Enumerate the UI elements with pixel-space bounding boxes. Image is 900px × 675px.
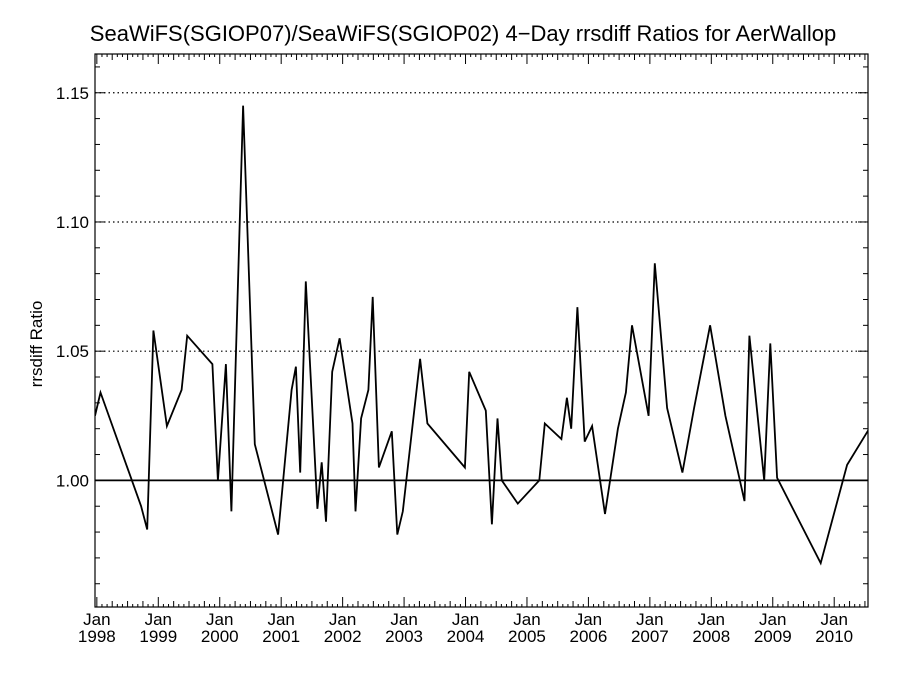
x-tick-year: 2006 [570,627,608,646]
x-tick-year: 2003 [385,627,423,646]
x-tick-year: 1998 [78,627,116,646]
y-tick-label: 1.05 [56,342,89,361]
series-line [95,105,868,566]
x-tick-month: Jan [267,610,294,629]
x-tick-month: Jan [145,610,172,629]
x-tick-year: 2000 [201,627,239,646]
x-tick-month: Jan [820,610,847,629]
series-layer [95,105,868,566]
x-tick-year: 2009 [754,627,792,646]
plot-border [94,53,869,608]
x-tick-year: 2004 [447,627,485,646]
x-tick-year: 2010 [815,627,853,646]
x-tick-year: 2002 [324,627,362,646]
x-tick-month: Jan [83,610,110,629]
x-tick-year: 2007 [631,627,669,646]
x-tick-month: Jan [698,610,725,629]
x-tick-month: Jan [206,610,233,629]
x-tick-month: Jan [759,610,786,629]
x-tick-month: Jan [636,610,663,629]
x-tick-year: 2008 [692,627,730,646]
x-tick-year: 1999 [139,627,177,646]
y-ticks: 1.15 1.10 1.05 1.00 [56,66,868,585]
y-tick-label: 1.10 [56,213,89,232]
x-tick-year: 2005 [508,627,546,646]
plot-frame [94,53,869,608]
x-tick-month: Jan [575,610,602,629]
chart-title: SeaWiFS(SGIOP07)/SeaWiFS(SGIOP02) 4−Day … [90,21,836,46]
y-tick-label: 1.15 [56,84,89,103]
x-tick-month: Jan [329,610,356,629]
x-tick-month: Jan [513,610,540,629]
y-tick-label: 1.00 [56,471,89,490]
x-ticks: Jan1998Jan1999Jan2000Jan2001Jan2002Jan20… [78,54,866,646]
x-tick-month: Jan [452,610,479,629]
gridlines [95,92,868,352]
x-tick-year: 2001 [262,627,300,646]
x-tick-month: Jan [390,610,417,629]
y-axis-label: rrsdiff Ratio [27,301,46,388]
